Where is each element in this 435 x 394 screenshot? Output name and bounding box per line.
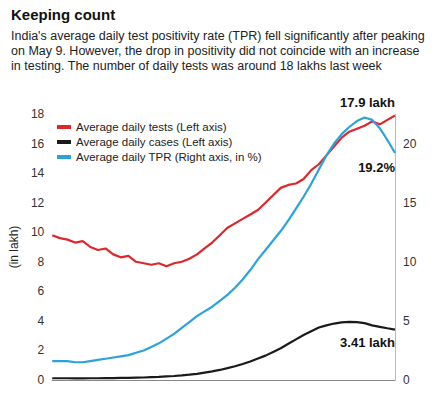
- svg-text:0: 0: [38, 373, 45, 387]
- svg-text:20: 20: [403, 137, 417, 151]
- svg-text:in testing. The number of dail: in testing. The number of daily tests wa…: [11, 59, 383, 73]
- svg-text:15: 15: [403, 196, 417, 210]
- svg-text:India's average daily test pos: India's average daily test positivity ra…: [11, 29, 428, 43]
- svg-text:on May 9. However, the drop in: on May 9. However, the drop in positivit…: [11, 44, 423, 58]
- svg-text:Keeping count: Keeping count: [11, 6, 115, 23]
- svg-text:5: 5: [403, 314, 410, 328]
- svg-text:10: 10: [403, 255, 417, 269]
- svg-text:10: 10: [31, 225, 45, 239]
- svg-text:18: 18: [31, 107, 45, 121]
- svg-text:17.9 lakh: 17.9 lakh: [340, 95, 395, 110]
- svg-text:Average daily cases (Left axis: Average daily cases (Left axis): [76, 136, 233, 148]
- svg-text:8: 8: [38, 255, 45, 269]
- svg-text:(in lakh): (in lakh): [7, 226, 21, 269]
- svg-text:Average daily TPR (Right axis,: Average daily TPR (Right axis, in %): [76, 151, 262, 163]
- svg-text:2: 2: [38, 343, 45, 357]
- svg-text:14: 14: [31, 166, 45, 180]
- svg-text:12: 12: [31, 196, 45, 210]
- svg-text:16: 16: [31, 137, 45, 151]
- svg-text:6: 6: [38, 284, 45, 298]
- svg-text:3.41 lakh: 3.41 lakh: [340, 335, 395, 350]
- svg-text:Average daily tests (Left axis: Average daily tests (Left axis): [76, 121, 227, 133]
- svg-text:19.2%: 19.2%: [358, 160, 395, 175]
- svg-text:4: 4: [38, 314, 45, 328]
- svg-text:0: 0: [403, 373, 410, 387]
